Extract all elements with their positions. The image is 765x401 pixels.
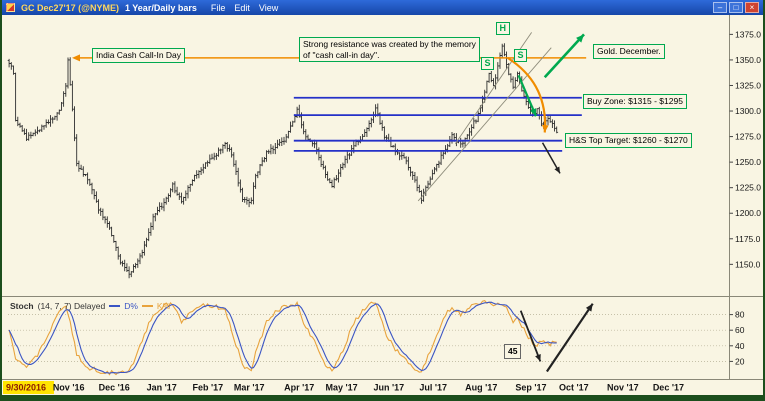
annotation-gold-december[interactable]: Gold. December. [593,44,665,59]
trend-line[interactable] [417,47,552,202]
d-line-label: D% [124,301,138,311]
annotation-right-shoulder-label[interactable]: S [514,49,528,63]
stoch-axis-label: 40 [735,341,745,351]
chart-background [2,15,763,395]
price-axis-label: 1350.0 [735,55,761,65]
menu-view[interactable]: View [258,2,279,13]
annotation-hs-top-target[interactable]: H&S Top Target: $1260 - $1270 [565,133,692,148]
price-axis-label: 1375.0 [735,29,761,39]
price-axis-label: 1300.0 [735,106,761,116]
annotation-buy-zone[interactable]: Buy Zone: $1315 - $1295 [583,94,687,109]
time-axis-label: Oct '17 [559,383,589,393]
annotation-head-label[interactable]: H [496,22,510,36]
time-axis-label: Dec '17 [653,383,684,393]
minimize-button[interactable]: – [713,2,727,13]
menu-bar: File Edit View [211,3,278,13]
annotation-left-shoulder-label[interactable]: S [481,57,495,71]
price-axis-label: 1150.0 [735,259,761,269]
price-axis-label: 1200.0 [735,208,761,218]
time-axis-label: Aug '17 [465,383,497,393]
chart-area: 1375.0 1350.0 1325.0 1300.0 1275.0 1250.0 1225… [2,15,763,395]
left-arrowhead [72,54,80,62]
annotation-arrow[interactable] [545,303,594,373]
menu-edit[interactable]: Edit [234,2,250,13]
d-line-swatch [109,305,121,307]
close-button[interactable]: × [745,2,759,13]
k-line-swatch [141,305,153,307]
stoch-legend: Stoch (14, 7, 7) Delayed D% K% [10,301,170,311]
price-axis-label: 1225.0 [735,183,761,193]
time-axis-label: Nov '16 [53,383,85,393]
arrowhead [535,354,541,362]
annotation-arrow[interactable] [519,310,542,362]
time-axis-label: Nov '17 [607,383,639,393]
time-axis-label: Sep '17 [515,383,546,393]
date-highlight [3,381,54,394]
title-bar: GC Dec27'17 (@NYME) 1 Year/Daily bars Fi… [2,0,763,15]
arrowhead [530,108,537,117]
k-line-label: K% [156,301,171,311]
time-axis-label: Apr '17 [284,383,314,393]
app-icon [6,3,15,12]
time-axis-label: Jan '17 [147,383,177,393]
price-axis-label: 1175.0 [735,234,761,244]
resistance-note-line2: of "cash call-in day". [303,49,380,60]
stoch-d-line [8,301,557,374]
time-axis-label: May '17 [326,383,358,393]
arrowhead [542,124,549,133]
window-title-period: 1 Year/Daily bars [124,2,197,13]
price-axis-label: 1275.0 [735,132,761,142]
stoch-axis-label: 20 [735,356,745,366]
annotation-arrow[interactable] [543,33,585,79]
window-controls: – □ × [713,2,759,13]
chart-canvas[interactable]: 1375.0 1350.0 1325.0 1300.0 1275.0 1250.0 1225… [2,15,763,395]
time-axis-label: Mar '17 [234,383,265,393]
price-axis-label: 1325.0 [735,80,761,90]
arrowhead [576,34,584,43]
annotation-arrow[interactable] [517,74,538,117]
time-axis-label: Dec '16 [99,383,130,393]
time-axis-label: 9/30/2016 [6,383,46,393]
price-axis-label: 1250.0 [735,157,761,167]
resistance-note-line1: Strong resistance was created by the mem… [303,39,476,49]
annotation-stoch-value[interactable]: 45 [504,344,522,359]
ohlc-bars [7,43,559,279]
menu-file[interactable]: File [210,2,226,13]
stoch-study-params: (14, 7, 7) Delayed [37,301,106,311]
time-axis-label: Jul '17 [419,383,447,393]
time-axis-label: Jun '17 [374,383,405,393]
stoch-study-name: Stoch [10,301,34,311]
arrowhead [585,303,593,312]
maximize-button[interactable]: □ [729,2,743,13]
stoch-axis-label: 80 [735,310,745,320]
window-title-symbol: GC Dec27'17 (@NYME) [21,2,119,13]
annotation-india-cash-call-in-day[interactable]: India Cash Call-In Day [92,48,186,63]
arrowhead [554,166,560,174]
annotation-resistance-note[interactable]: Strong resistance was created by the mem… [299,37,480,63]
annotation-arrow[interactable] [507,56,547,133]
stoch-axis-label: 60 [735,325,745,335]
time-axis-label: Feb '17 [192,383,223,393]
